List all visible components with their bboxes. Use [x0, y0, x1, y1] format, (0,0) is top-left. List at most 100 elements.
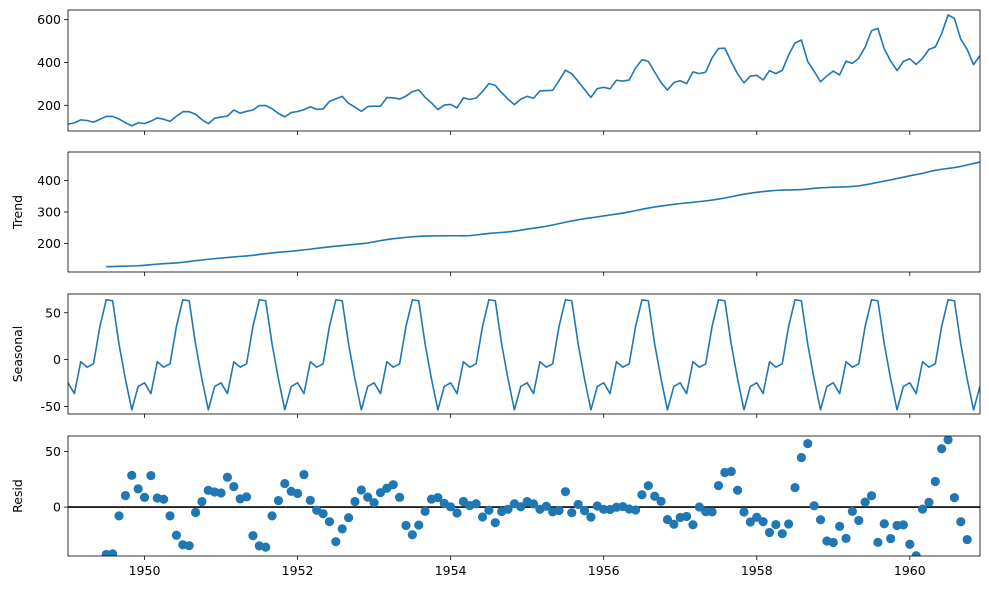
resid-point — [771, 519, 781, 530]
resid-point — [171, 530, 182, 540]
resid-point — [477, 512, 488, 522]
resid-point — [127, 470, 137, 480]
resid-point — [784, 519, 794, 529]
resid-point — [375, 488, 386, 498]
observed-axes-frame — [67, 9, 981, 132]
seasonal-ylabel: Seasonal — [10, 326, 25, 383]
resid-point — [190, 507, 201, 518]
resid-point — [733, 485, 743, 495]
resid-point — [337, 524, 347, 534]
resid-point — [222, 472, 233, 482]
seasonal-ytick-label: 0 — [53, 352, 61, 367]
resid-axes-frame — [67, 435, 981, 557]
resid-point — [369, 498, 379, 508]
resid-point — [650, 491, 660, 501]
resid-point — [656, 496, 666, 506]
resid-point — [809, 501, 819, 511]
trend-series-line — [106, 161, 980, 268]
resid-point — [860, 497, 870, 507]
resid-point — [248, 531, 258, 541]
resid-point — [803, 438, 813, 449]
resid-point — [764, 527, 775, 538]
resid-point — [758, 517, 768, 527]
seasonal-ytick-label: -50 — [41, 399, 61, 414]
resid-point — [796, 452, 806, 463]
resid-point — [433, 492, 443, 503]
resid-point — [267, 511, 277, 521]
resid-point — [273, 495, 284, 506]
resid-point — [841, 533, 851, 543]
seasonal-ytick-label: 50 — [45, 305, 61, 320]
resid-point — [541, 501, 551, 511]
resid-point — [388, 480, 398, 490]
trend-ytick-label: 300 — [37, 205, 61, 220]
resid-point — [886, 533, 896, 544]
resid-point — [911, 551, 921, 556]
resid-point — [924, 497, 934, 507]
resid-point — [503, 504, 513, 514]
resid-point — [745, 517, 755, 527]
resid-point — [879, 519, 889, 529]
resid-point — [452, 508, 462, 518]
resid-point — [898, 520, 909, 530]
resid-point — [484, 505, 494, 515]
resid-point — [401, 520, 411, 531]
trend-ylabel: Trend — [10, 195, 25, 230]
resid-xtick-label: 1952 — [282, 563, 314, 578]
observed-ytick-label: 600 — [37, 12, 61, 27]
resid-point — [280, 478, 290, 489]
resid-point — [854, 515, 864, 526]
resid-point — [694, 502, 704, 512]
resid-point — [261, 542, 271, 552]
resid-point — [962, 534, 972, 545]
resid-ytick-label: 0 — [53, 500, 61, 515]
resid-xtick-label: 1954 — [435, 563, 467, 578]
resid-point — [573, 499, 583, 510]
seasonal-axes-frame — [67, 293, 981, 415]
resid-point — [873, 537, 883, 547]
resid-point — [554, 505, 564, 516]
resid-point — [305, 495, 315, 505]
resid-point — [777, 529, 787, 539]
resid-point — [586, 512, 596, 522]
resid-point — [752, 512, 762, 522]
resid-point — [490, 518, 500, 528]
resid-point — [630, 505, 641, 515]
resid-point — [528, 499, 539, 509]
resid-point — [866, 491, 877, 501]
resid-point — [133, 484, 143, 494]
resid-point — [739, 507, 749, 517]
resid-ylabel: Resid — [10, 479, 25, 513]
resid-point — [216, 488, 226, 498]
resid-point — [835, 521, 845, 531]
resid-point — [956, 517, 966, 527]
resid-point — [943, 436, 953, 445]
resid-point — [395, 492, 405, 502]
resid-point — [407, 530, 417, 540]
resid-point — [414, 520, 424, 530]
resid-point — [197, 496, 207, 507]
observed-series-line — [68, 14, 980, 127]
resid-point — [681, 511, 692, 522]
resid-point — [815, 515, 826, 525]
resid-point — [165, 511, 175, 521]
resid-point — [930, 476, 940, 487]
resid-xtick-label: 1958 — [741, 563, 773, 578]
observed-ytick-label: 200 — [37, 98, 61, 113]
resid-point — [331, 537, 341, 547]
resid-point — [120, 490, 130, 501]
resid-point — [905, 539, 915, 549]
trend-ytick-label: 400 — [37, 173, 61, 188]
resid-point — [726, 466, 736, 477]
resid-point — [446, 502, 456, 512]
seasonal-series-line — [68, 298, 980, 411]
resid-point — [146, 470, 156, 481]
resid-point — [560, 487, 571, 497]
resid-point — [937, 444, 947, 454]
resid-point — [579, 506, 590, 516]
resid-point — [471, 499, 481, 509]
resid-point — [790, 482, 800, 493]
resid-xtick-label: 1950 — [129, 563, 161, 578]
resid-point — [643, 481, 653, 491]
